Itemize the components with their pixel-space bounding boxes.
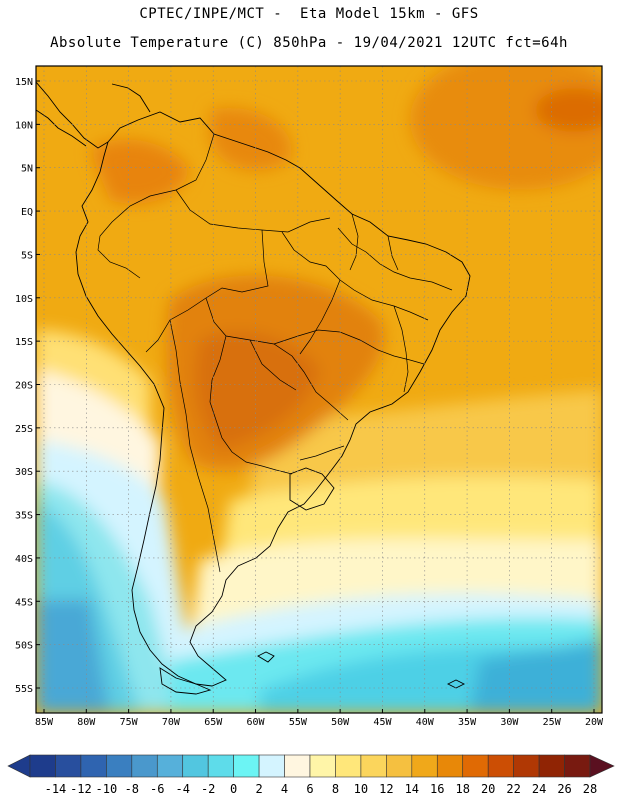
lat-tick-label: 30S (15, 467, 33, 478)
colorbar-label: 12 (379, 782, 393, 796)
colorbar-label: 26 (557, 782, 571, 796)
colorbar-label: -10 (96, 782, 118, 796)
colorbar-swatch (386, 754, 413, 778)
central-america-coast (36, 81, 109, 149)
lat-tick-label: 15N (15, 77, 33, 88)
tierra-del-fuego (159, 667, 212, 695)
colorbar-label: 4 (281, 782, 288, 796)
colorbar-swatch (131, 754, 158, 778)
lat-tick-label: 55S (15, 684, 33, 695)
colorbar-label: 0 (230, 782, 237, 796)
chart-title-line-1: CPTEC/INPE/MCT - Eta Model 15km - GFS (139, 6, 479, 22)
lon-tick-label: 65W (204, 717, 223, 728)
lat-tick-label: 35S (15, 511, 33, 522)
colorbar-swatch (462, 754, 489, 778)
colorbar-swatch (55, 754, 82, 778)
colorbar-label: 28 (583, 782, 597, 796)
colorbar-label: -8 (125, 782, 139, 796)
colorbar-swatch (233, 754, 260, 778)
colorbar-swatch (207, 754, 234, 778)
lat-tick-label: 10S (15, 294, 33, 305)
south-america-coastline (75, 111, 471, 687)
colorbar-swatch (411, 754, 438, 778)
lat-tick-label: 5N (21, 164, 33, 175)
lat-tick-label: 25S (15, 424, 33, 435)
lon-tick-label: 20W (585, 717, 604, 728)
lon-tick-label: 85W (35, 717, 54, 728)
colorbar-swatch (106, 754, 133, 778)
caribbean-coast (111, 83, 151, 113)
lat-tick-label: EQ (21, 207, 33, 218)
lon-tick-label: 50W (331, 717, 350, 728)
colorbar-swatch (360, 754, 387, 778)
colorbar-swatch (335, 754, 362, 778)
colorbar-max-arrow (589, 754, 615, 778)
colorbar-min-arrow (7, 754, 31, 778)
falklands (257, 651, 275, 663)
lon-tick-label: 70W (162, 717, 181, 728)
colorbar-swatch (538, 754, 565, 778)
central-america-coast-north (36, 109, 87, 147)
colorbar-swatch (564, 754, 591, 778)
lon-tick-label: 30W (500, 717, 519, 728)
colorbar-label: 24 (532, 782, 546, 796)
lon-tick-label: 40W (416, 717, 435, 728)
colorbar-label: -4 (176, 782, 190, 796)
country-borders (97, 133, 453, 573)
lon-tick-label: 35W (458, 717, 477, 728)
lon-tick-label: 80W (77, 717, 96, 728)
colorbar-label: 8 (332, 782, 339, 796)
colorbar-label: 2 (255, 782, 262, 796)
colorbar-swatch (284, 754, 311, 778)
colorbar-label: 10 (354, 782, 368, 796)
uruguay-outline (289, 467, 335, 511)
lat-tick-label: 20S (15, 381, 33, 392)
colorbar-label: 22 (506, 782, 520, 796)
colorbar-swatch (258, 754, 285, 778)
latitude-ticks: 15N 10N 5N EQ 5S 10S 15S 20S 25S 30S 35S 40S 45S 50S 5… (15, 77, 40, 695)
lon-tick-label: 60W (247, 717, 266, 728)
plot-frame (35, 65, 603, 714)
lat-tick-label: 50S (15, 641, 33, 652)
colorbar-label: 16 (430, 782, 444, 796)
lat-tick-label: 5S (21, 250, 33, 261)
colorbar-label: -6 (150, 782, 164, 796)
colorbar-swatch (156, 754, 184, 778)
lat-tick-label: 40S (15, 554, 33, 565)
colorbar-label: -2 (201, 782, 215, 796)
colorbar-swatch (29, 754, 56, 778)
longitude-ticks: 85W 80W 75W 70W 65W 60W 55W 50W 45W 40W 35W 30W 25W 2… (35, 709, 604, 728)
colorbar-label: 14 (405, 782, 419, 796)
colorbar-label: -12 (70, 782, 92, 796)
lat-tick-label: 45S (15, 597, 33, 608)
lon-tick-label: 55W (289, 717, 308, 728)
coastlines (36, 81, 471, 695)
colorbar-swatch (309, 754, 336, 778)
colorbar-swatch (513, 754, 540, 778)
lon-tick-label: 75W (120, 717, 139, 728)
colorbar: -14 -12 -10 -8 -6 -4 -2 0 2 4 6 8 10 12 14 16 18 20 22 24 26… (7, 754, 615, 796)
lat-tick-label: 15S (15, 337, 33, 348)
colorbar-label: 6 (306, 782, 313, 796)
colorbar-swatch (80, 754, 107, 778)
colorbar-swatch (487, 754, 514, 778)
lon-tick-label: 25W (543, 717, 562, 728)
colorbar-swatch (436, 754, 464, 778)
colorbar-label: 20 (481, 782, 495, 796)
colorbar-swatch (182, 754, 209, 778)
temperature-field (36, 66, 602, 713)
south-georgia (446, 679, 466, 689)
lon-tick-label: 45W (373, 717, 392, 728)
chart-title-line-2: Absolute Temperature (C) 850hPa - 19/04/… (50, 35, 568, 51)
colorbar-label: 18 (456, 782, 470, 796)
lat-tick-label: 10N (15, 120, 33, 131)
colorbar-label: -14 (45, 782, 67, 796)
